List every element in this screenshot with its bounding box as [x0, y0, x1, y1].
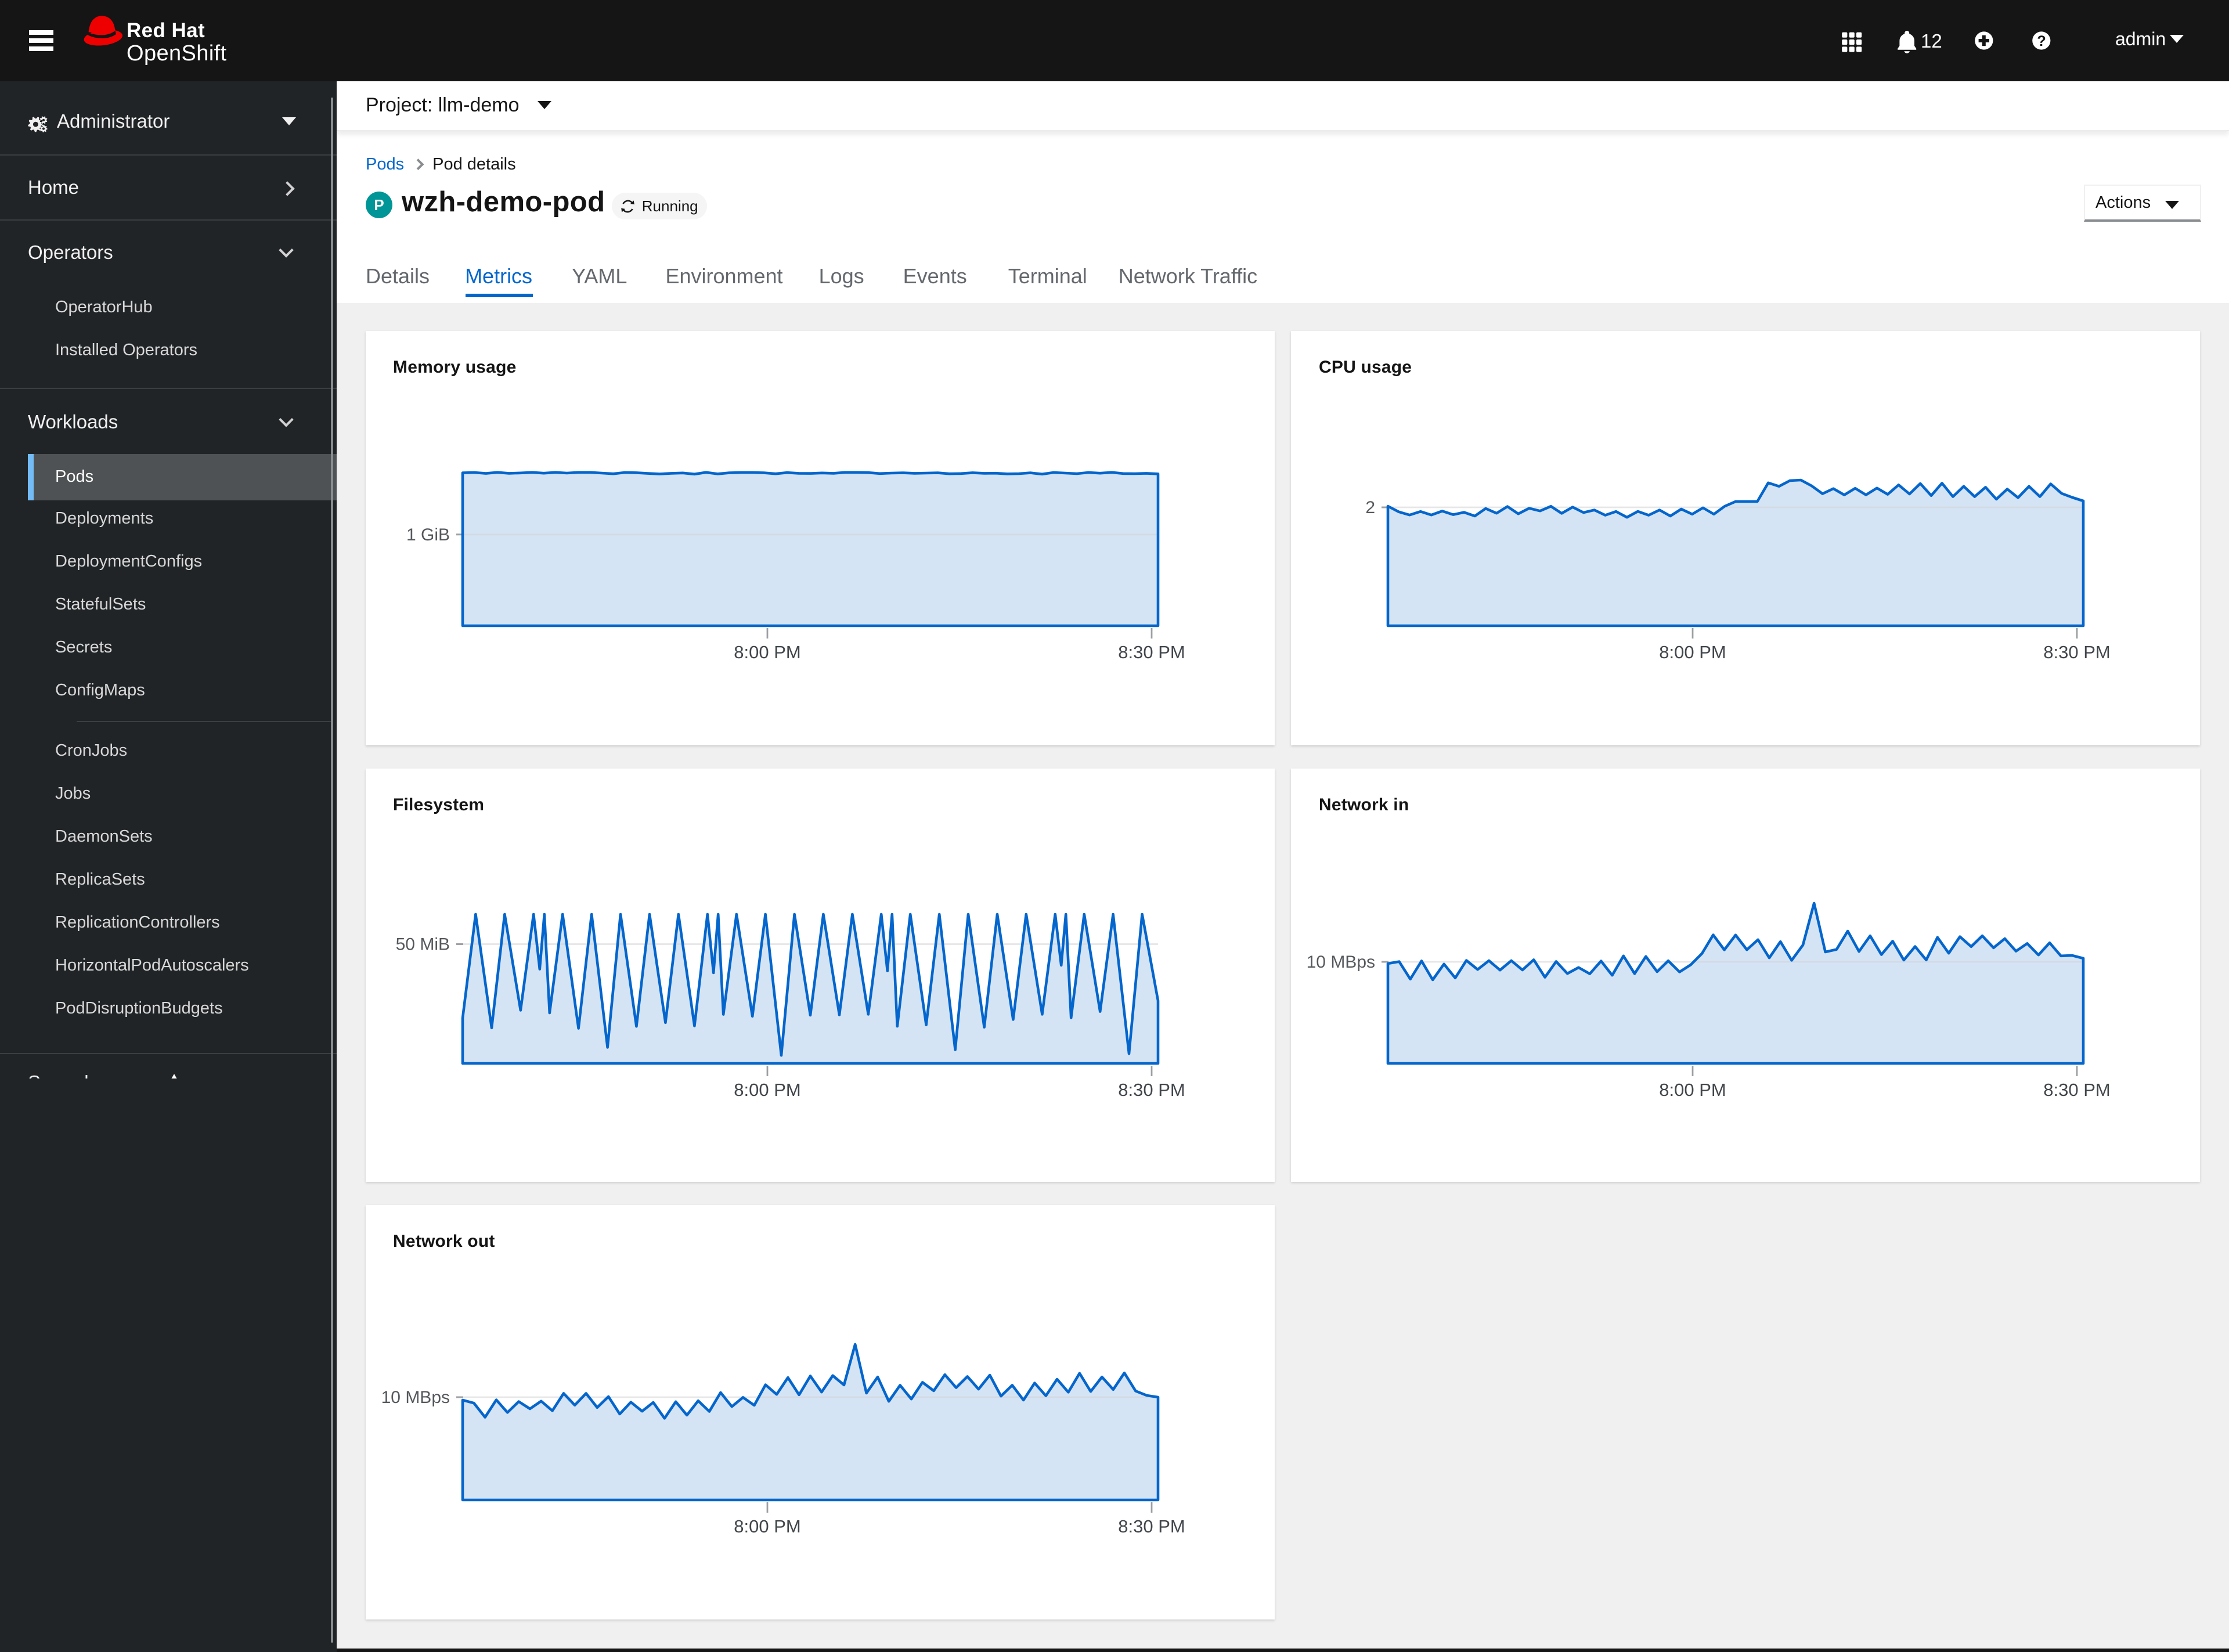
svg-text:8:30 PM: 8:30 PM	[2043, 1079, 2110, 1099]
svg-text:10 MBps: 10 MBps	[1307, 952, 1375, 971]
svg-text:8:00 PM: 8:00 PM	[733, 642, 800, 662]
svg-text:8:00 PM: 8:00 PM	[733, 1516, 800, 1536]
svg-text:?: ?	[2037, 33, 2046, 49]
svg-text:1 GiB: 1 GiB	[406, 525, 449, 544]
svg-text:2: 2	[1365, 498, 1375, 517]
svg-text:8:30 PM: 8:30 PM	[2043, 642, 2110, 662]
svg-text:8:30 PM: 8:30 PM	[1117, 642, 1184, 662]
svg-text:10 MBps: 10 MBps	[381, 1388, 449, 1407]
svg-text:8:30 PM: 8:30 PM	[1117, 1516, 1184, 1536]
svg-text:8:00 PM: 8:00 PM	[733, 1079, 800, 1099]
svg-text:8:30 PM: 8:30 PM	[1117, 1079, 1184, 1099]
svg-text:50 MiB: 50 MiB	[395, 935, 449, 954]
svg-text:8:00 PM: 8:00 PM	[1659, 642, 1726, 662]
svg-text:12: 12	[1921, 30, 1942, 52]
svg-text:8:00 PM: 8:00 PM	[1659, 1079, 1726, 1099]
